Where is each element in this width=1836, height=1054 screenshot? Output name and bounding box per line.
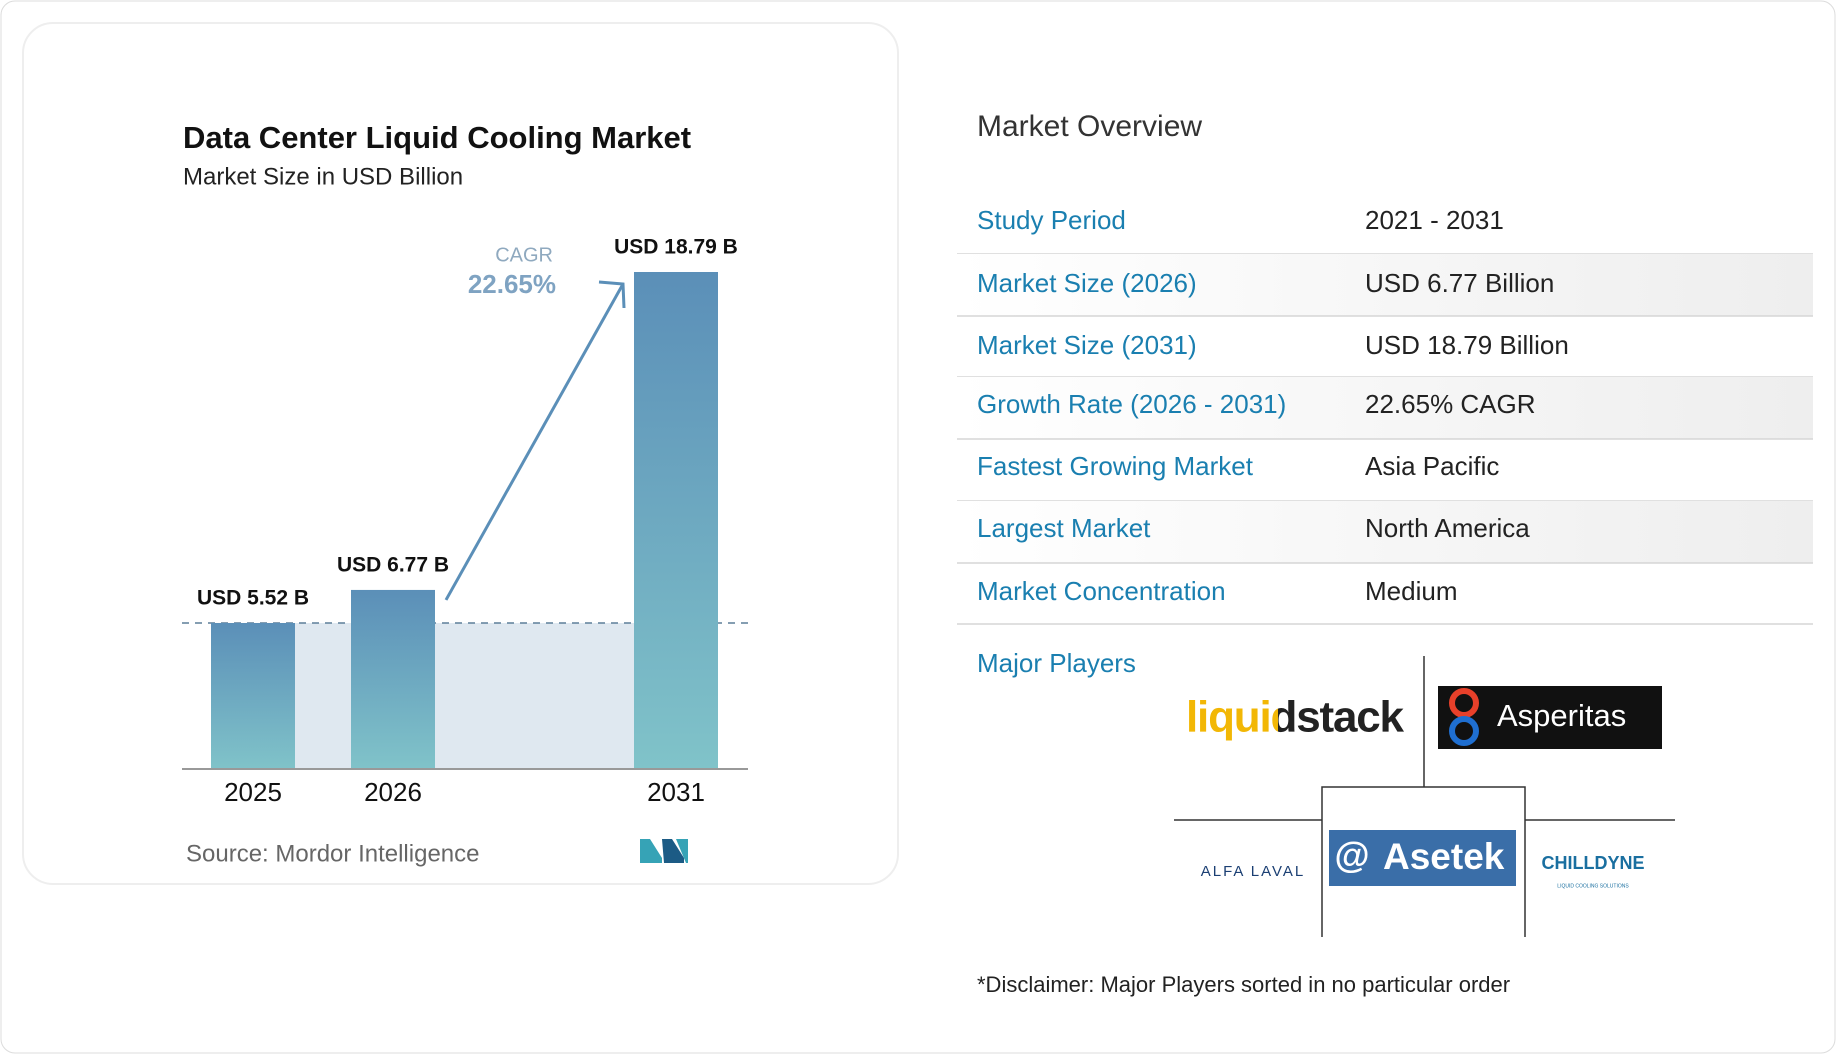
logo-chilldyne: CHILLDYNE: [1542, 853, 1645, 873]
x-tick-label: 2031: [647, 777, 705, 807]
area-fill: [295, 622, 634, 769]
row-label: Study Period: [977, 205, 1126, 235]
logo-liquidstack: liquidstack: [1186, 693, 1405, 742]
row-shade: [957, 377, 1813, 439]
logo-asetek-box: [1329, 830, 1516, 886]
logo-asperitas-mark: [1449, 688, 1479, 718]
logo-chilldyne-tagline: LIQUID COOLING SOLUTIONS: [1557, 883, 1629, 889]
cagr-label: CAGR: [495, 244, 553, 266]
row-value: USD 6.77 Billion: [1365, 268, 1554, 298]
logo-asperitas: Asperitas: [1497, 698, 1626, 733]
row-label: Growth Rate (2026 - 2031): [977, 389, 1286, 419]
cagr-arrow: [444, 283, 625, 601]
mi-logo: [640, 839, 688, 863]
logo-asetek-mark: @: [1334, 835, 1369, 876]
disclaimer: *Disclaimer: Major Players sorted in no …: [977, 972, 1510, 997]
bar: [634, 272, 718, 769]
row-value: Medium: [1365, 576, 1457, 606]
logo-alfa-laval: ALFA LAVAL: [1201, 863, 1306, 880]
players-title: Major Players: [977, 648, 1136, 678]
bar: [351, 589, 435, 769]
source: Source: Mordor Intelligence: [186, 840, 479, 867]
chart-subtitle: Market Size in USD Billion: [183, 163, 463, 190]
chart-title: Data Center Liquid Cooling Market: [183, 120, 691, 155]
row-label: Largest Market: [977, 513, 1151, 543]
row-label: Fastest Growing Market: [977, 451, 1254, 481]
row-value: USD 18.79 Billion: [1365, 330, 1569, 360]
value-label: USD 18.79 B: [614, 236, 738, 259]
cagr-arrowhead: [598, 280, 626, 309]
row-shade: [957, 501, 1813, 563]
logo-asetek: Asetek: [1383, 836, 1505, 877]
bar: [211, 622, 295, 769]
value-label: USD 6.77 B: [337, 553, 449, 576]
row-value: Asia Pacific: [1365, 451, 1499, 481]
row-label: Market Concentration: [977, 576, 1226, 606]
value-label: USD 5.52 B: [197, 587, 309, 610]
overview-title: Market Overview: [977, 110, 1202, 143]
logo-asperitas-mark: [1449, 716, 1479, 746]
player-grid: [1174, 656, 1675, 937]
cagr-value: 22.65%: [468, 269, 556, 299]
row-shade: [957, 254, 1813, 316]
row-value: North America: [1365, 513, 1530, 543]
x-tick-label: 2025: [224, 777, 282, 807]
row-value: 22.65% CAGR: [1365, 389, 1536, 419]
row-value: 2021 - 2031: [1365, 205, 1504, 235]
x-tick-label: 2026: [364, 777, 422, 807]
row-label: Market Size (2031): [977, 330, 1197, 360]
row-label: Market Size (2026): [977, 268, 1197, 298]
